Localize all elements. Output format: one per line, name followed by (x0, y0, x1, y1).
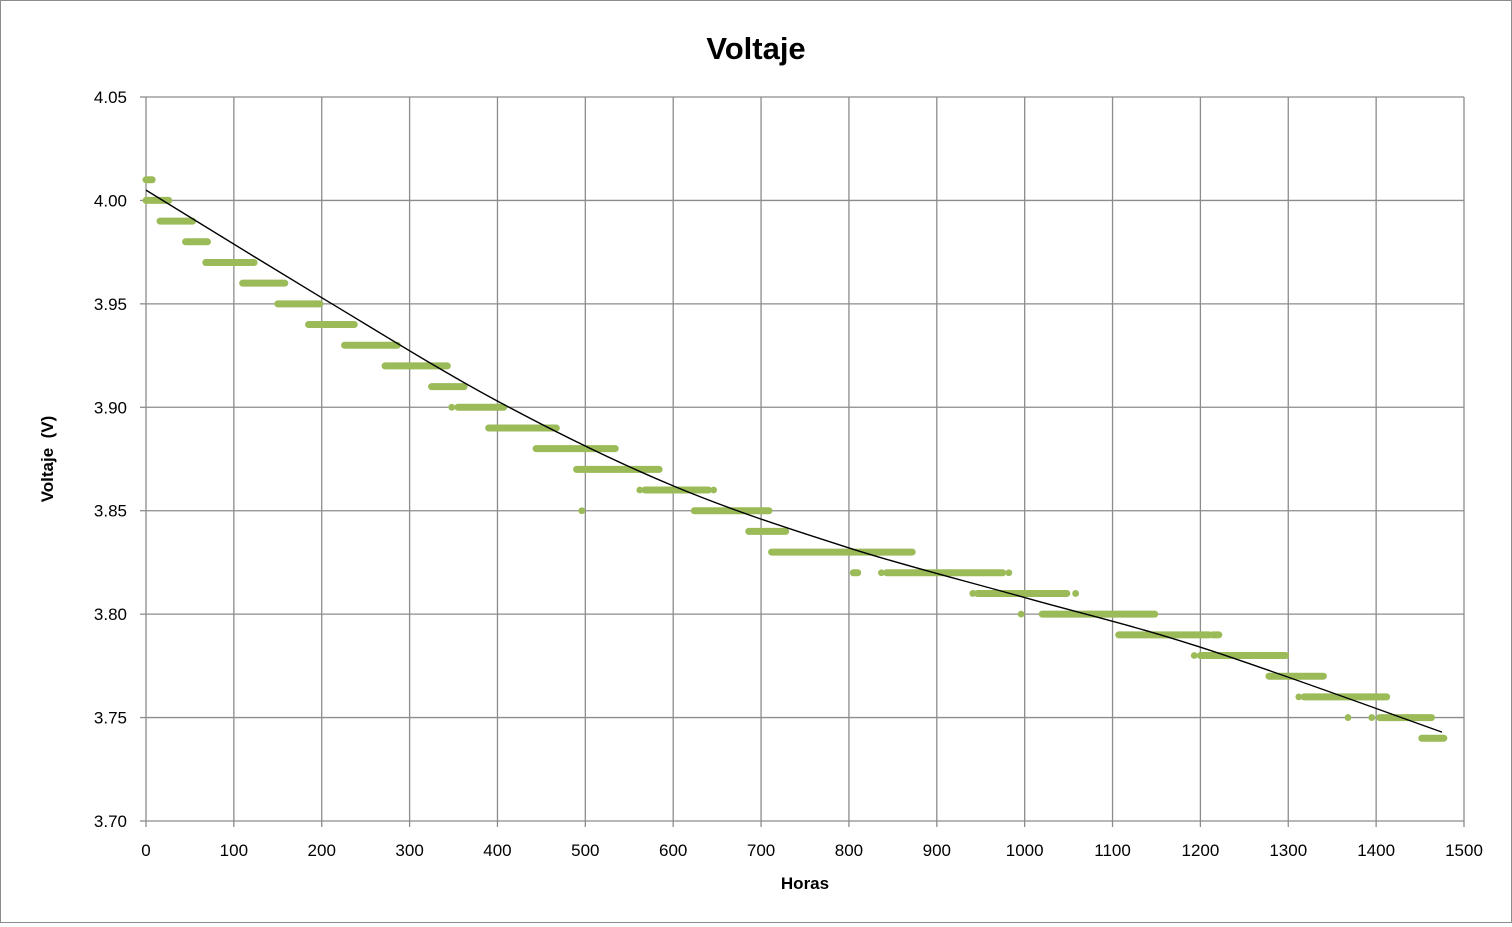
x-axis-ticks: 0 100 200 300 400 500 600 700 800 900 1000 1100 1200… (141, 841, 1483, 860)
data-point (1072, 590, 1080, 597)
data-point (1190, 652, 1198, 659)
x-tick-label: 1300 (1269, 841, 1307, 860)
data-point (1295, 693, 1303, 701)
x-tick-label: 900 (923, 841, 951, 860)
y-tick-label: 3.75 (94, 709, 127, 728)
data-point (969, 590, 977, 597)
x-tick-label: 500 (571, 841, 599, 860)
x-tick-label: 700 (747, 841, 775, 860)
data-point (448, 403, 456, 411)
y-tick-label: 3.80 (94, 605, 127, 624)
x-tick-label: 1100 (1094, 841, 1131, 860)
y-tick-label: 4.05 (94, 88, 127, 107)
x-tick-label: 600 (659, 841, 687, 860)
x-tick-label: 1500 (1445, 841, 1483, 860)
y-tick-label: 4.00 (94, 191, 127, 210)
y-tick-label: 3.70 (94, 812, 127, 831)
data-point (636, 486, 644, 494)
grid (140, 96, 1465, 827)
x-tick-label: 100 (220, 841, 248, 860)
x-tick-label: 300 (395, 841, 423, 860)
y-tick-label: 3.85 (94, 502, 127, 521)
x-tick-label: 800 (835, 841, 863, 860)
data-point (1368, 714, 1376, 721)
trendline (145, 189, 1443, 733)
data-point (578, 507, 586, 515)
data-point (878, 569, 885, 577)
data-point (710, 486, 718, 494)
x-tick-label: 200 (308, 841, 336, 860)
x-tick-label: 400 (483, 841, 511, 860)
x-tick-label: 1000 (1006, 841, 1044, 860)
x-tick-label: 1400 (1357, 841, 1395, 860)
y-axis-title: Voltaje (V) (38, 416, 57, 503)
x-axis-title: Horas (781, 874, 829, 893)
data-point (1005, 569, 1013, 577)
data-points (142, 176, 1448, 742)
x-tick-label: 1200 (1181, 841, 1219, 860)
data-point (1344, 714, 1352, 721)
x-tick-label: 0 (141, 841, 150, 860)
y-tick-label: 3.95 (94, 295, 127, 314)
y-axis-ticks: 3.70 3.75 3.80 3.85 3.90 3.95 4.00 4.05 (94, 88, 127, 831)
chart-title: Voltaje (706, 31, 805, 66)
data-point (1017, 610, 1025, 618)
y-tick-label: 3.90 (94, 398, 127, 417)
